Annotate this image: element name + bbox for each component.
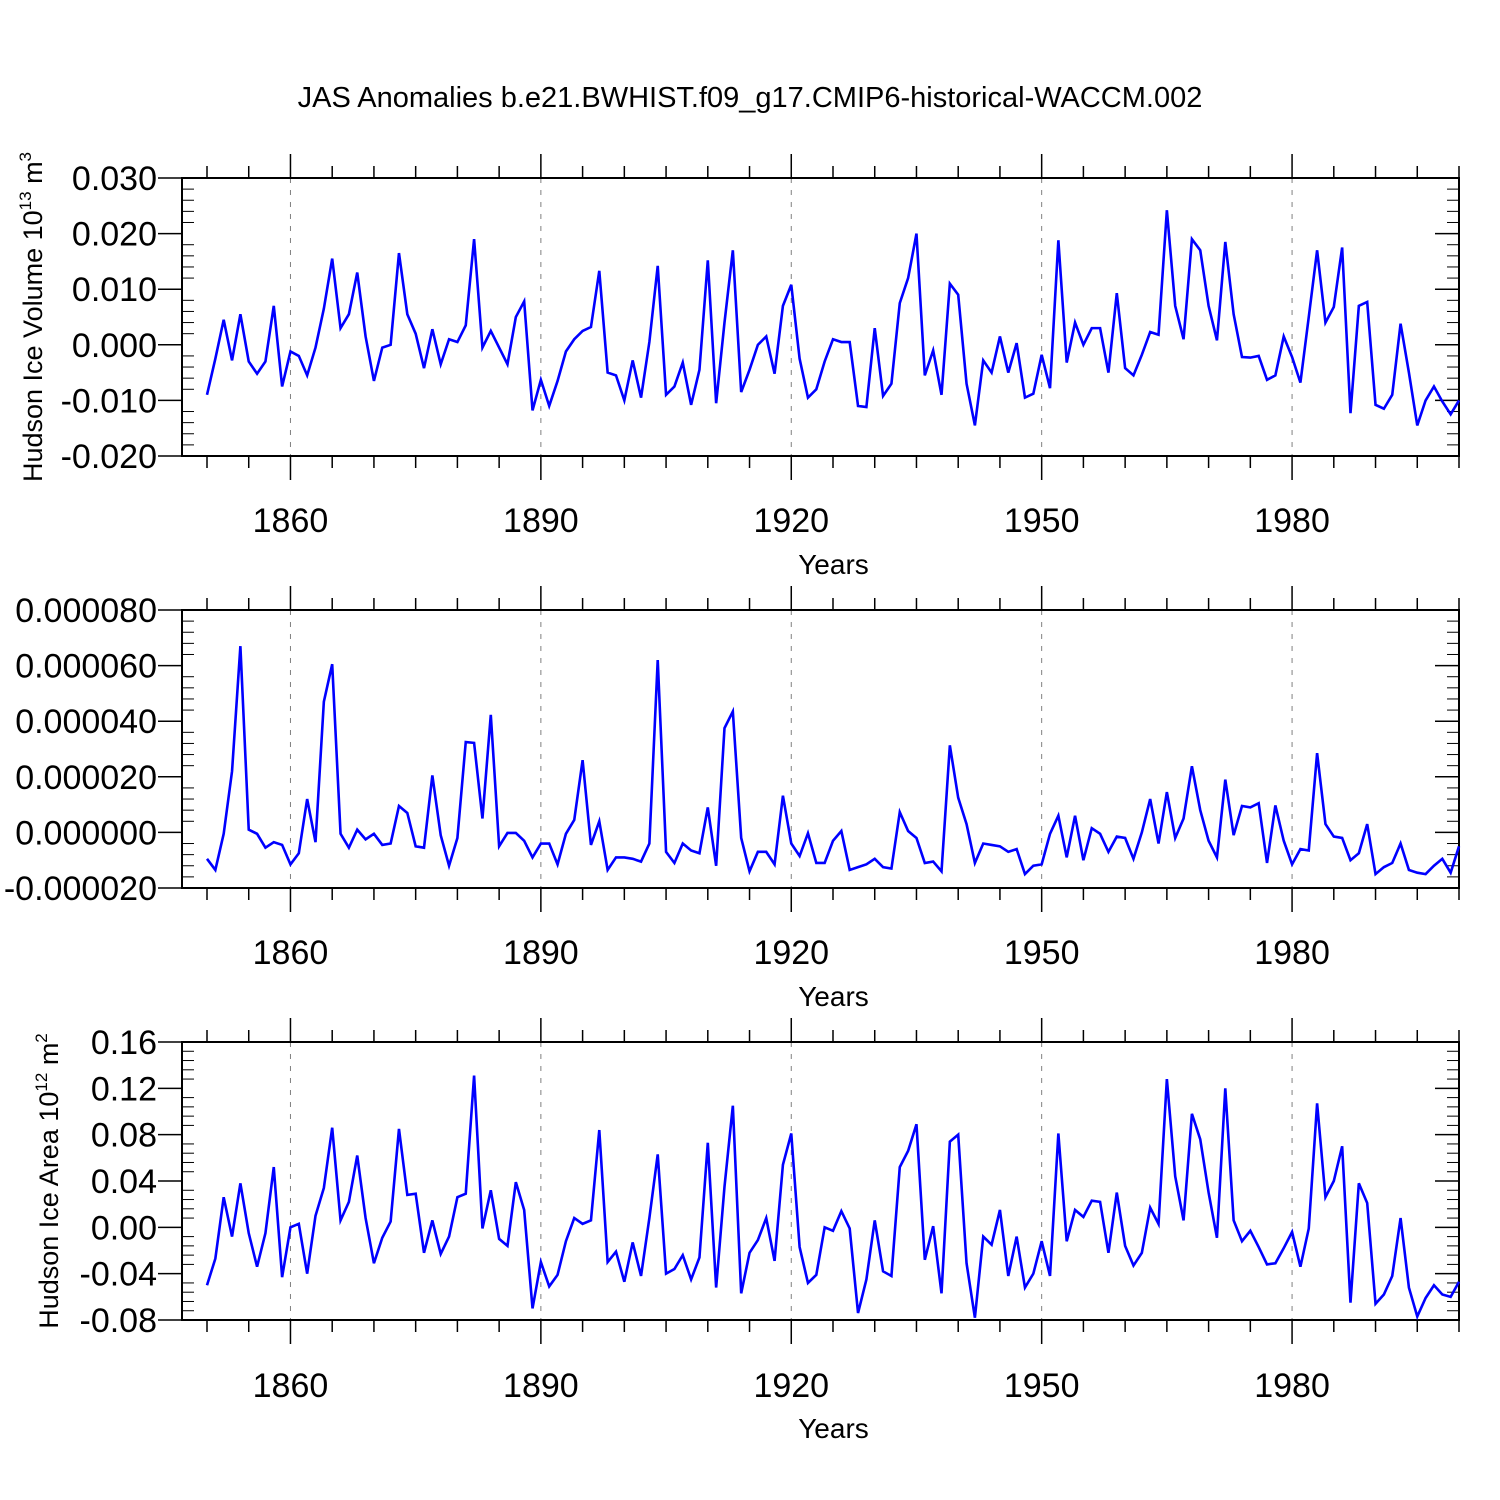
y-tick-label: 0.000000 (15, 814, 157, 852)
chart-title: JAS Anomalies b.e21.BWHIST.f09_g17.CMIP6… (298, 82, 1203, 114)
plot-frame (181, 609, 1460, 889)
x-tick-label: 1890 (503, 934, 579, 972)
y-tick-label: 0.000080 (15, 592, 157, 630)
y-tick-label: 0.08 (91, 1117, 157, 1155)
x-tick-label: 1980 (1254, 502, 1330, 540)
x-tick-label: 1860 (253, 934, 329, 972)
y-tick-label: -0.000020 (4, 870, 157, 908)
y-tick-label: -0.020 (61, 438, 157, 476)
y-tick-label: 0.04 (91, 1163, 157, 1201)
plot-frame (181, 177, 1460, 457)
series-line (205, 210, 1461, 426)
x-tick-label: 1920 (753, 934, 829, 972)
x-tick-label: 1980 (1254, 1367, 1330, 1405)
x-tick-label: 1950 (1004, 934, 1080, 972)
y-tick-label: 0.12 (91, 1070, 157, 1108)
y-tick-label: 0.000020 (15, 759, 157, 797)
x-tick-label: 1920 (753, 502, 829, 540)
panel-1: -0.020 -0.010 0.000 0.010 0.020 0.030 1860 1890… (16, 152, 1461, 580)
y-tick-label: -0.010 (61, 382, 157, 420)
x-axis-label: Years (798, 549, 869, 580)
panel-2: -0.000020 0.000000 0.000020 0.000040 0.00006… (4, 586, 1461, 1012)
y-tick-label: 0.010 (72, 271, 157, 309)
y-tick-label: 0.020 (72, 216, 157, 254)
y-tick-label: 0.030 (72, 160, 157, 198)
x-tick-label: 1920 (753, 1367, 829, 1405)
x-axis-label: Years (798, 981, 869, 1012)
x-tick-label: 1890 (503, 1367, 579, 1405)
y-axis-label: Hudson Ice Volume 1013 m3 (16, 152, 48, 482)
x-tick-label: 1950 (1004, 1367, 1080, 1405)
y-tick-label: 0.000 (72, 327, 157, 365)
y-tick-label: 0.000060 (15, 648, 157, 686)
x-tick-label: 1980 (1254, 934, 1330, 972)
y-axis-label: Hudson Ice Area 1012 m2 (32, 1033, 64, 1329)
series-line (205, 646, 1461, 877)
x-tick-label: 1890 (503, 502, 579, 540)
x-tick-label: 1950 (1004, 502, 1080, 540)
x-tick-label: 1860 (253, 1367, 329, 1405)
x-axis-label: Years (798, 1413, 869, 1444)
series-line (205, 1075, 1461, 1321)
x-tick-label: 1860 (253, 502, 329, 540)
y-tick-label: 0.000040 (15, 703, 157, 741)
y-tick-label: 0.16 (91, 1024, 157, 1062)
plot-frame (181, 1041, 1460, 1321)
y-tick-label: -0.08 (80, 1302, 158, 1340)
y-tick-label: -0.04 (80, 1256, 158, 1294)
panel-3: -0.08 -0.04 0.00 0.04 0.08 0.12 0.16 1860 1890 19… (32, 1018, 1461, 1444)
y-tick-label: 0.00 (91, 1209, 157, 1247)
